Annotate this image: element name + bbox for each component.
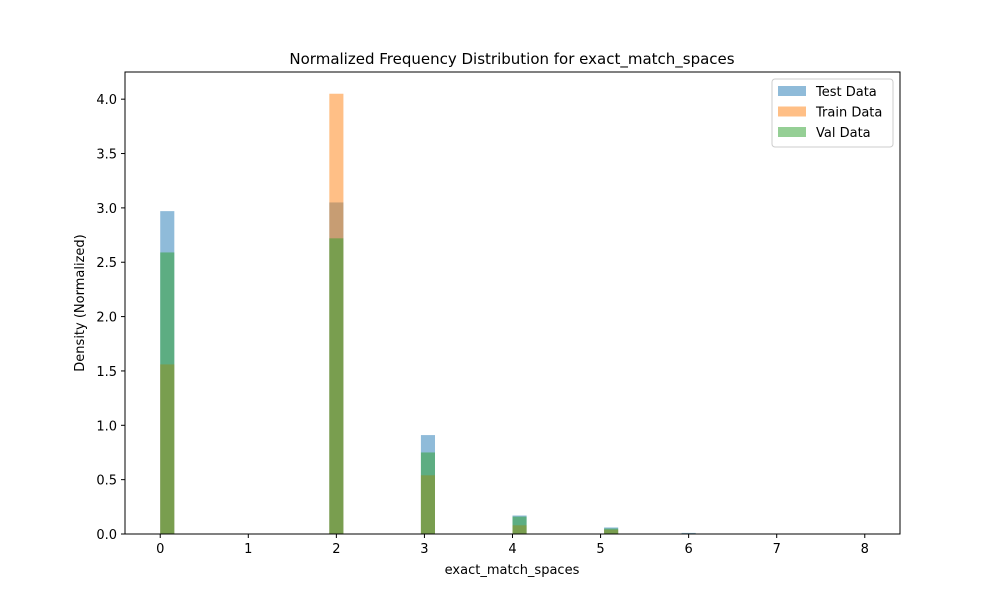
y-tick-label: 3.5 xyxy=(96,148,117,163)
legend-swatch xyxy=(778,86,806,96)
x-tick-label: 1 xyxy=(244,542,252,557)
x-tick-label: 0 xyxy=(156,542,164,557)
y-axis: 0.0 0.5 1.0 1.5 2.0 2.5 3.0 3.5 4.0 xyxy=(96,93,125,543)
y-tick-label: 1.0 xyxy=(96,419,117,434)
legend-label: Val Data xyxy=(816,126,871,141)
legend-swatch xyxy=(778,106,806,117)
y-tick-label: 0.5 xyxy=(96,474,117,489)
x-axis-title: exact_match_spaces xyxy=(445,563,580,578)
y-tick-label: 2.5 xyxy=(96,256,117,271)
chart-title: Normalized Frequency Distribution for ex… xyxy=(289,50,734,69)
y-tick-label: 3.0 xyxy=(96,202,117,217)
bar-val-data-3 xyxy=(512,516,527,534)
legend-label: Test Data xyxy=(815,85,877,100)
x-tick-label: 3 xyxy=(420,542,428,557)
x-tick-label: 7 xyxy=(773,542,781,557)
x-tick-label: 5 xyxy=(596,542,604,557)
y-tick-label: 0.0 xyxy=(96,528,117,543)
y-tick-label: 2.0 xyxy=(96,311,117,326)
x-axis: 0 1 2 3 4 5 6 7 8 xyxy=(156,534,869,557)
series-val-data xyxy=(160,238,696,534)
bar-val-data-0 xyxy=(160,252,175,534)
bar-val-data-4 xyxy=(604,528,619,534)
x-tick-label: 6 xyxy=(684,542,692,557)
legend: Test Data Train Data Val Data xyxy=(771,78,894,148)
legend-label: Train Data xyxy=(815,106,882,121)
legend-swatch xyxy=(778,127,806,137)
x-tick-label: 8 xyxy=(861,542,869,557)
bars-layer xyxy=(160,93,696,535)
x-tick-label: 4 xyxy=(508,542,516,557)
y-tick-label: 4.0 xyxy=(96,93,117,108)
y-tick-label: 1.5 xyxy=(96,365,117,380)
bar-val-data-2 xyxy=(420,452,435,534)
bar-test-data-5 xyxy=(681,532,696,534)
bar-val-data-1 xyxy=(329,238,344,534)
y-axis-title: Density (Normalized) xyxy=(73,234,88,371)
x-tick-label: 2 xyxy=(332,542,340,557)
